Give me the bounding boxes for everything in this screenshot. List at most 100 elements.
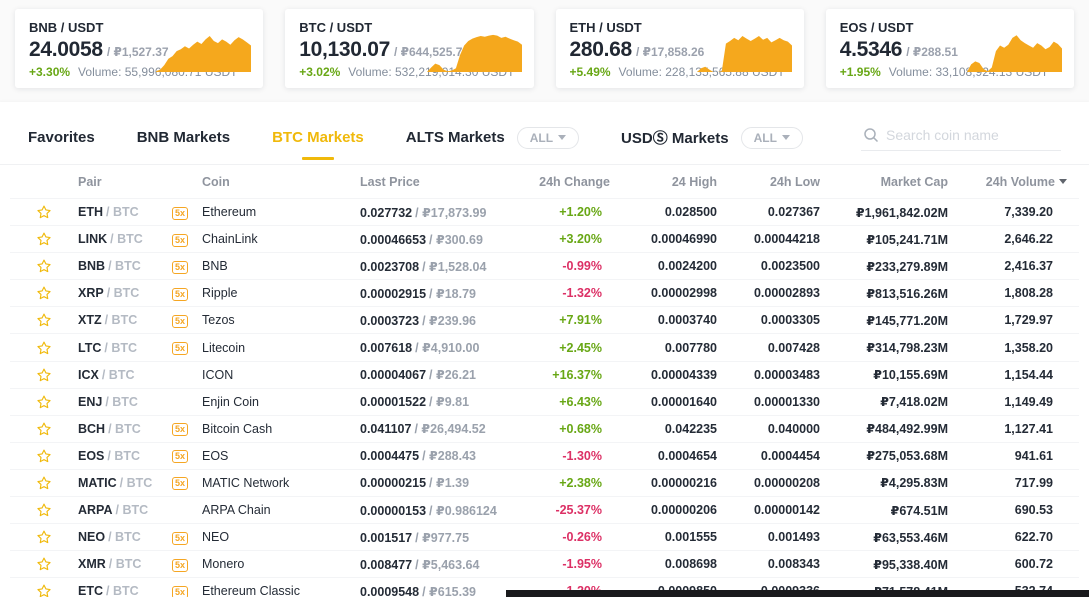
tab-alts-markets[interactable]: ALTS Markets (405, 129, 505, 146)
table-row[interactable]: BCH / BTC 5x Bitcoin Cash 0.041107/ ₽26,4… (10, 414, 1079, 442)
ticker-card[interactable]: BNB / USDT 24.0058/ ₽1,527.37 +3.30% Volu… (15, 9, 264, 88)
change-24h-cell: +16.37% (552, 367, 602, 382)
last-price-cell: 0.00000215/ ₽1.39 (360, 476, 470, 491)
volume-24h-cell: 1,808.28 (1004, 286, 1053, 301)
last-price-cell: 0.00001522/ ₽9.81 (360, 395, 470, 410)
table-row[interactable]: NEO / BTC 5x NEO 0.001517/ ₽977.75 -0.26%… (10, 523, 1079, 550)
favorite-star-icon[interactable] (36, 529, 52, 545)
volume-24h-cell: 1,358.20 (1004, 340, 1053, 355)
coin-name: ICON (202, 367, 234, 382)
low-24h-cell: 0.00000208 (753, 475, 820, 490)
ticker-fiat-price: / ₽17,858.26 (635, 45, 705, 59)
high-24h-cell: 0.00046990 (650, 232, 717, 247)
table-row[interactable]: XMR / BTC 5x Monero 0.008477/ ₽5,463.64 -… (10, 550, 1079, 577)
alts-filter-dropdown[interactable]: ALL (516, 126, 580, 149)
tab-bnb-markets[interactable]: BNB Markets (136, 129, 231, 146)
margin-5x-badge: 5x (172, 477, 189, 491)
volume-24h-cell: 690.53 (1014, 503, 1053, 518)
ticker-change: +3.02% (299, 65, 341, 79)
change-24h-cell: +0.68% (559, 421, 602, 436)
coin-name: EOS (202, 448, 229, 463)
ticker-card[interactable]: ETH / USDT 280.68/ ₽17,858.26 +5.49% Volu… (555, 9, 804, 88)
high-24h-cell: 0.00002998 (650, 286, 717, 301)
favorite-star-icon[interactable] (36, 258, 52, 274)
low-24h-cell: 0.00003483 (753, 367, 820, 382)
table-row[interactable]: ARPA / BTC ARPA Chain 0.00000153/ ₽0.9861… (10, 496, 1079, 523)
favorite-star-icon[interactable] (36, 285, 52, 301)
high-24h-cell: 0.042235 (664, 421, 717, 436)
tab-usds-markets[interactable]: USDⓈ Markets (621, 130, 729, 147)
favorite-star-icon[interactable] (36, 312, 52, 328)
header-24-high[interactable]: 24 High (671, 174, 717, 189)
pair-cell: ICX / BTC (78, 367, 135, 382)
header-pair[interactable]: Pair (78, 174, 102, 189)
favorite-star-icon[interactable] (36, 421, 52, 437)
low-24h-cell: 0.007428 (767, 340, 820, 355)
high-24h-cell: 0.028500 (664, 205, 717, 220)
table-row[interactable]: ETH / BTC 5x Ethereum 0.027732/ ₽17,873.9… (10, 198, 1079, 225)
table-row[interactable]: MATIC / BTC 5x MATIC Network 0.00000215/ … (10, 468, 1079, 496)
ticker-card-row: BNB / USDT 24.0058/ ₽1,527.37 +3.30% Volu… (0, 0, 1089, 102)
header-24h-change[interactable]: 24h Change (539, 174, 610, 189)
high-24h-cell: 0.00004339 (650, 367, 717, 382)
header-24h-volume[interactable]: 24h Volume (948, 175, 1079, 189)
margin-5x-badge: 5x (172, 287, 189, 301)
high-24h-cell: 0.00001640 (650, 394, 717, 409)
table-row[interactable]: XTZ / BTC 5x Tezos 0.0003723/ ₽239.96 +7.… (10, 306, 1079, 333)
table-row[interactable]: ENJ / BTC Enjin Coin 0.00001522/ ₽9.81 +6… (10, 387, 1079, 415)
tab-favorites[interactable]: Favorites (28, 129, 95, 146)
ticker-card[interactable]: EOS / USDT 4.5346/ ₽288.51 +1.95% Volume:… (825, 9, 1074, 88)
table-row[interactable]: EOS / BTC 5x EOS 0.0004475/ ₽288.43 -1.30… (10, 441, 1079, 469)
sparkline-chart (967, 35, 1062, 72)
volume-24h-cell: 1,729.97 (1004, 313, 1053, 328)
high-24h-cell: 0.0003740 (657, 313, 717, 328)
favorite-star-icon[interactable] (36, 340, 52, 356)
usds-filter-dropdown[interactable]: ALL (740, 126, 803, 149)
margin-5x-badge: 5x (172, 585, 189, 597)
tab-btc-markets[interactable]: BTC Markets (272, 129, 364, 146)
table-row[interactable]: LINK / BTC 5x ChainLink 0.00046653/ ₽300.… (10, 225, 1079, 252)
last-price-cell: 0.027732/ ₽17,873.99 (360, 205, 487, 220)
search-input[interactable] (886, 127, 1059, 143)
margin-5x-badge: 5x (172, 260, 189, 274)
ticker-fiat-price: / ₽288.51 (906, 45, 958, 59)
header-coin[interactable]: Coin (202, 174, 230, 189)
ticker-pair: BNB / USDT (29, 20, 104, 35)
header-24h-low[interactable]: 24h Low (769, 174, 820, 189)
favorite-star-icon[interactable] (36, 448, 52, 464)
ticker-card[interactable]: BTC / USDT 10,130.07/ ₽644,525.70 +3.02%… (285, 9, 534, 88)
table-row[interactable]: XRP / BTC 5x Ripple 0.00002915/ ₽18.79 -1… (10, 279, 1079, 306)
table-row[interactable]: BNB / BTC 5x BNB 0.0023708/ ₽1,528.04 -0.… (10, 252, 1079, 279)
low-24h-cell: 0.008343 (767, 557, 820, 572)
chevron-down-icon (558, 135, 567, 140)
coin-name: BNB (202, 259, 228, 274)
favorite-star-icon[interactable] (36, 475, 52, 491)
market-cap-cell: ₽63,553.46M (873, 530, 948, 545)
pair-cell: BCH / BTC (78, 421, 141, 436)
favorite-star-icon[interactable] (36, 502, 52, 518)
margin-5x-badge: 5x (172, 450, 189, 464)
favorite-star-icon[interactable] (36, 231, 52, 247)
market-cap-cell: ₽484,492.99M (866, 422, 948, 437)
favorite-star-icon[interactable] (36, 367, 52, 383)
change-24h-cell: +6.43% (559, 394, 602, 409)
coin-name: ARPA Chain (202, 503, 271, 518)
last-price-cell: 0.00004067/ ₽26.21 (360, 368, 476, 383)
coin-name: Monero (202, 557, 245, 572)
low-24h-cell: 0.0023500 (760, 259, 820, 274)
volume-24h-cell: 7,339.20 (1004, 205, 1053, 220)
favorite-star-icon[interactable] (36, 556, 52, 572)
header-market-cap[interactable]: Market Cap (880, 174, 948, 189)
ticker-pair: EOS / USDT (839, 20, 914, 35)
sparkline-chart (426, 34, 522, 72)
table-row[interactable]: LTC / BTC 5x Litecoin 0.007618/ ₽4,910.00… (10, 333, 1079, 360)
coin-name: Ripple (202, 286, 238, 301)
market-cap-cell: ₽275,053.68M (866, 449, 948, 464)
favorite-star-icon[interactable] (36, 204, 52, 220)
favorite-star-icon[interactable] (36, 583, 52, 597)
favorite-star-icon[interactable] (36, 394, 52, 410)
table-row[interactable]: ICX / BTC ICON 0.00004067/ ₽26.21 +16.37%… (10, 360, 1079, 388)
header-last-price[interactable]: Last Price (360, 174, 420, 189)
market-tabs: Favorites BNB Markets BTC Markets ALTS M… (0, 102, 1089, 165)
margin-5x-badge: 5x (172, 206, 189, 220)
